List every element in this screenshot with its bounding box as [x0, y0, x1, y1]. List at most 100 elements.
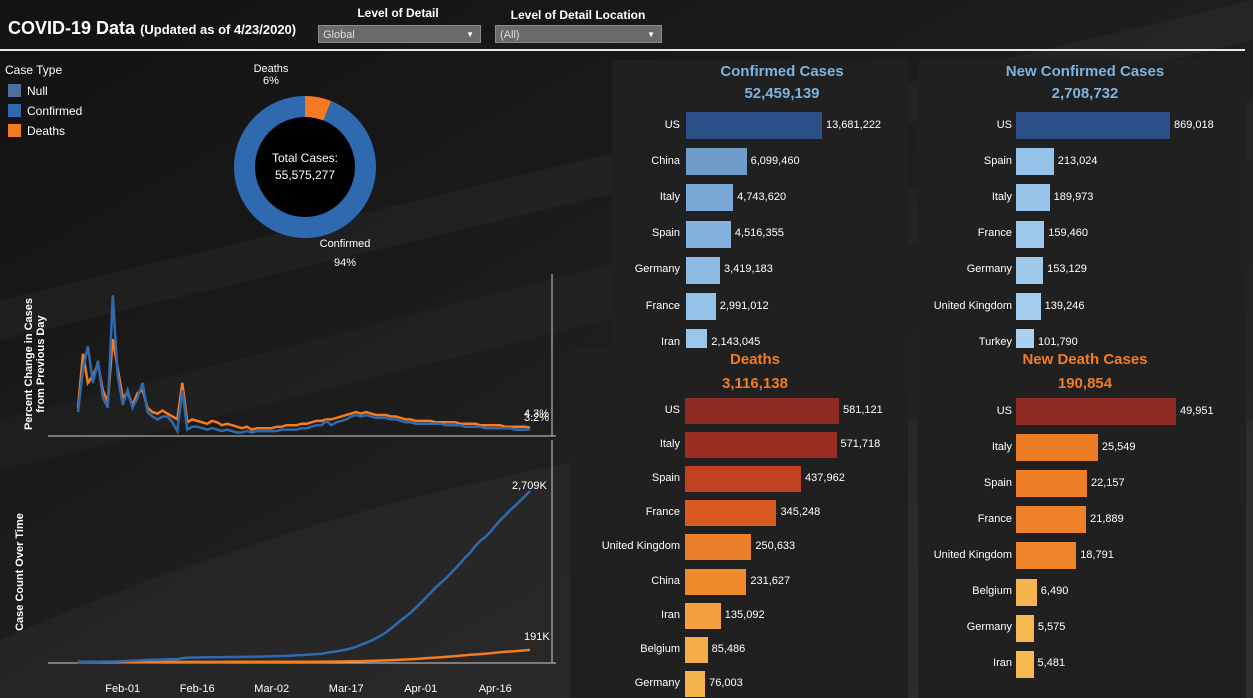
bar-category-label: China [651, 574, 680, 587]
axis-title-line: Percent Change in Cases [23, 297, 35, 431]
donut-center-label: Total Cases: [272, 151, 338, 165]
bar-value-label: 135,092 [724, 608, 765, 621]
bar[interactable] [685, 398, 839, 424]
case-count-line[interactable] [78, 648, 531, 664]
bar-category-label: US [664, 118, 680, 131]
bar[interactable] [1016, 398, 1176, 425]
bar-value-label: 85,486 [711, 642, 746, 655]
bar-category-label: Spain [983, 476, 1012, 489]
slice-name: Deaths [253, 63, 289, 75]
panel-title: Confirmed Cases [720, 63, 844, 80]
bar[interactable] [686, 329, 708, 348]
legend-item-deaths[interactable]: Deaths [8, 123, 66, 138]
bar-category-label: Germany [634, 676, 680, 689]
bar-category-label: Italy [659, 190, 680, 203]
bar[interactable] [1016, 184, 1050, 212]
bar-category-label: France [645, 299, 680, 312]
bar[interactable] [685, 466, 802, 493]
detail-select[interactable]: Global ▼ [318, 25, 481, 43]
legend-swatch [8, 104, 21, 118]
pct-change-line[interactable] [76, 295, 531, 436]
bar[interactable] [685, 500, 777, 527]
bar-value-label: 49,951 [1180, 404, 1214, 417]
legend-label: Deaths [27, 123, 66, 138]
bar[interactable] [1016, 293, 1041, 320]
x-tick-label: Apr-01 [404, 683, 438, 695]
panel-total: 190,854 [1057, 375, 1113, 392]
bar[interactable] [686, 112, 822, 139]
title-subtitle: (Updated as of 4/23/2020) [140, 22, 297, 37]
bar[interactable] [1016, 256, 1044, 284]
bar[interactable] [1016, 542, 1077, 570]
bar-value-label: 4,743,620 [737, 190, 787, 203]
bar[interactable] [685, 534, 752, 561]
bar-category-label: US [996, 118, 1012, 131]
bar-value-label: 3,419,183 [723, 263, 773, 276]
case-count-line[interactable] [77, 489, 531, 664]
bar-category-label: United Kingdom [933, 548, 1012, 561]
bar[interactable] [1016, 434, 1098, 462]
bar-value-label: 76,003 [709, 676, 743, 689]
bar-value-label: 213,024 [1057, 154, 1098, 167]
bar[interactable] [1016, 578, 1037, 606]
bar-category-label: Germany [634, 263, 680, 276]
slice-pct: 6% [263, 75, 279, 87]
bar[interactable] [1016, 112, 1170, 139]
bar[interactable] [686, 184, 734, 212]
slice-name: Confirmed [319, 238, 371, 250]
panel-total: 3,116,138 [722, 375, 788, 392]
x-tick-label: Mar-17 [328, 683, 364, 695]
bar-category-label: Belgium [640, 642, 680, 655]
bar-value-label: 6,099,460 [750, 154, 800, 167]
bar-category-label: Iran [993, 657, 1012, 670]
case-count-axis-title: Case Count Over Time [14, 513, 26, 631]
bar[interactable] [1016, 220, 1045, 248]
pct-change-lines [76, 295, 531, 436]
bar[interactable] [686, 256, 720, 284]
bar[interactable] [1016, 506, 1087, 534]
legend-item-null[interactable]: Null [8, 83, 48, 98]
bar[interactable] [685, 670, 706, 697]
bar-category-label: Belgium [972, 585, 1012, 597]
bar-category-label: United Kingdom [933, 299, 1012, 312]
bar[interactable] [1016, 650, 1034, 678]
bar[interactable] [1016, 470, 1087, 498]
donut-center-value: 55,575,277 [275, 168, 335, 182]
bar[interactable] [685, 636, 708, 663]
bar[interactable] [1016, 148, 1054, 176]
chevron-down-icon: ▼ [466, 30, 474, 39]
bar-category-label: Spain [651, 227, 680, 240]
panel-total: 2,708,732 [1051, 85, 1119, 102]
bar[interactable] [685, 432, 837, 459]
bar[interactable] [685, 602, 721, 629]
page-title: COVID-19 Data (Updated as of 4/23/2020) [8, 18, 296, 39]
panel-title: New Death Cases [1022, 351, 1148, 368]
bar-category-label: Turkey [978, 335, 1012, 348]
bar[interactable] [686, 148, 747, 176]
bar-value-label: 345,248 [780, 506, 821, 519]
bar[interactable] [686, 293, 716, 320]
pct-change-line[interactable] [76, 338, 531, 431]
bar[interactable] [685, 568, 747, 595]
bar-category-label: Italy [991, 190, 1012, 203]
bar-value-label: 581,121 [843, 404, 883, 416]
bar[interactable] [686, 220, 731, 248]
series-end-label: 2,709K [512, 480, 547, 492]
bar-value-label: 159,460 [1048, 227, 1089, 240]
bar-value-label: 4,516,355 [734, 227, 784, 240]
bar-category-label: Iran [661, 608, 680, 621]
case-count-lines [77, 489, 531, 664]
legend-item-confirmed[interactable]: Confirmed [8, 103, 82, 118]
bar-value-label: 231,627 [750, 574, 791, 587]
bar-category-label: US [664, 404, 680, 416]
location-select[interactable]: (All) ▼ [495, 25, 662, 43]
slice-pct: 94% [333, 257, 357, 269]
bar-category-label: China [651, 154, 680, 167]
bar-category-label: US [996, 404, 1012, 417]
bar-value-label: 437,962 [805, 472, 845, 485]
detail-select-value: Global [323, 29, 355, 41]
bar[interactable] [1016, 614, 1034, 642]
donut-label-deaths: Deaths 6% [241, 63, 301, 87]
bar[interactable] [1016, 329, 1035, 348]
bar-value-label: 250,633 [755, 540, 796, 553]
